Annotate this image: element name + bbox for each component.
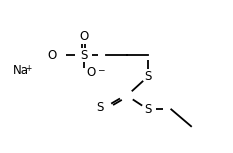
Text: +: + (26, 64, 32, 73)
Text: S: S (96, 101, 104, 114)
Text: −: − (97, 66, 104, 75)
Text: S: S (144, 70, 152, 83)
Text: O: O (79, 30, 89, 43)
Text: Na: Na (13, 64, 29, 77)
Text: O: O (86, 66, 96, 79)
Text: O: O (48, 49, 57, 62)
Text: S: S (144, 103, 152, 116)
Text: S: S (80, 49, 88, 62)
